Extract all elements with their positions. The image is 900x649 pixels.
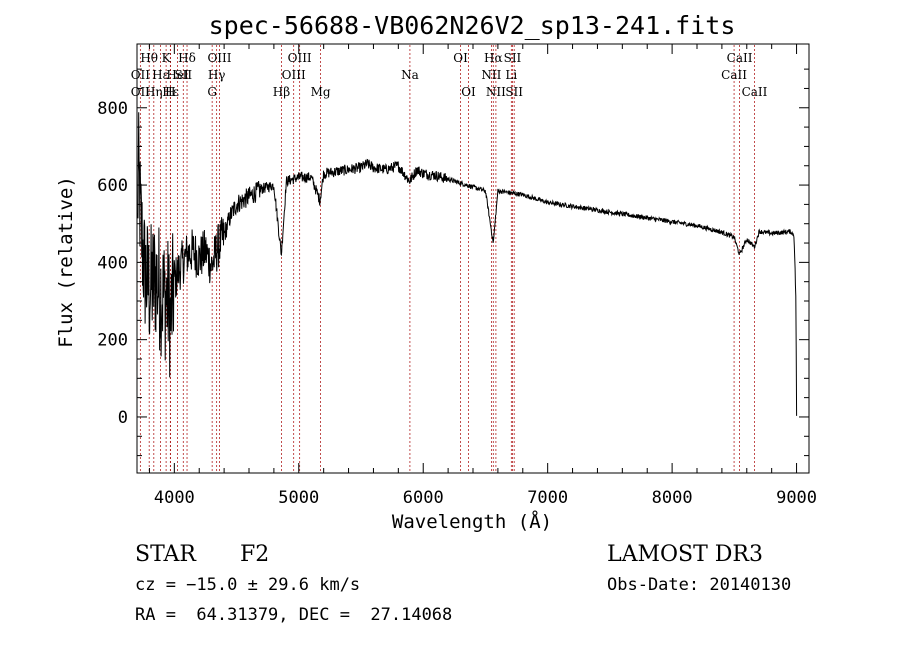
line-label: Li bbox=[505, 68, 517, 82]
spectrum-line bbox=[137, 112, 798, 416]
line-label: Hα bbox=[484, 51, 503, 65]
x-tick-label: 9000 bbox=[776, 488, 817, 508]
line-label: CaII bbox=[727, 51, 753, 65]
line-label: Hγ bbox=[208, 68, 226, 82]
line-label: OIII bbox=[288, 51, 312, 65]
line-label: OI bbox=[453, 51, 468, 65]
line-label: OII bbox=[131, 85, 151, 99]
line-label: OIII bbox=[207, 51, 231, 65]
line-label: OI bbox=[461, 85, 476, 99]
object-class: STAR bbox=[135, 542, 197, 567]
y-tick-label: 600 bbox=[97, 176, 128, 196]
line-label: CaII bbox=[742, 85, 768, 99]
line-label: Hη bbox=[145, 85, 163, 99]
line-label: Hβ bbox=[273, 85, 290, 99]
y-axis: 0 200 400 600 800 bbox=[97, 68, 809, 457]
spectral-line-markers bbox=[139, 45, 755, 472]
chart-title: spec-56688-VB062N26V2_sp13-241.fits bbox=[209, 11, 736, 40]
line-label: Hδ bbox=[178, 51, 196, 65]
line-label: Na bbox=[401, 68, 419, 82]
x-tick-label: 4000 bbox=[154, 488, 195, 508]
line-label: G bbox=[207, 85, 217, 99]
line-label: CaII bbox=[721, 68, 747, 82]
obs-date: Obs-Date: 20140130 bbox=[607, 575, 791, 595]
y-tick-label: 400 bbox=[97, 253, 128, 273]
y-tick-label: 200 bbox=[97, 331, 128, 351]
line-label: SII bbox=[505, 85, 523, 99]
line-label: H bbox=[165, 85, 175, 99]
line-label: HeI bbox=[166, 68, 189, 82]
x-tick-label: 5000 bbox=[278, 488, 319, 508]
x-axis: 4000 5000 6000 7000 8000 9000 bbox=[148, 44, 817, 508]
redshift-cz: cz = −15.0 ± 29.6 km/s bbox=[135, 575, 360, 595]
object-subclass: F2 bbox=[240, 542, 269, 567]
line-label: Hε bbox=[152, 68, 169, 82]
line-label: NII bbox=[486, 85, 506, 99]
line-label: SII bbox=[174, 68, 192, 82]
x-tick-label: 6000 bbox=[403, 488, 444, 508]
line-label: Mg bbox=[311, 85, 331, 99]
y-tick-label: 0 bbox=[118, 408, 128, 428]
line-label: SII bbox=[504, 51, 522, 65]
survey-name: LAMOST DR3 bbox=[607, 542, 763, 567]
coordinates: RA = 64.31379, DEC = 27.14068 bbox=[135, 605, 452, 625]
y-tick-label: 800 bbox=[97, 99, 128, 119]
y-axis-label: Flux (relative) bbox=[55, 176, 77, 348]
x-tick-label: 7000 bbox=[527, 488, 568, 508]
line-label: K bbox=[162, 51, 172, 65]
line-label: Hθ bbox=[140, 51, 158, 65]
plot-frame bbox=[136, 43, 810, 474]
line-label: Hε bbox=[162, 85, 179, 99]
x-tick-label: 8000 bbox=[652, 488, 693, 508]
line-label: OII bbox=[131, 68, 151, 82]
line-label: OIII bbox=[282, 68, 306, 82]
x-axis-label: Wavelength (Å) bbox=[392, 510, 552, 533]
line-label: NII bbox=[481, 68, 501, 82]
